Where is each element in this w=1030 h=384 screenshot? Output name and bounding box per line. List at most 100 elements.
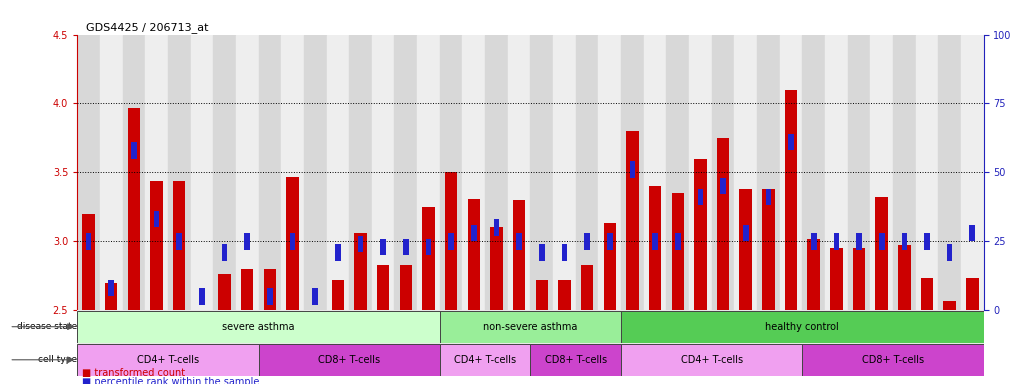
Text: CD4+ T-cells: CD4+ T-cells <box>137 355 199 365</box>
Bar <box>553 35 576 310</box>
Bar <box>720 178 726 194</box>
Bar <box>652 233 658 250</box>
Bar <box>471 225 477 241</box>
Bar <box>734 35 757 310</box>
Bar <box>848 35 870 310</box>
Text: CD4+ T-cells: CD4+ T-cells <box>454 355 516 365</box>
Bar <box>191 35 213 310</box>
Bar <box>173 180 185 310</box>
Bar <box>969 225 975 241</box>
Bar <box>417 35 440 310</box>
Bar <box>757 35 780 310</box>
Bar <box>629 161 636 178</box>
Bar <box>607 233 613 250</box>
Bar <box>440 344 530 376</box>
Text: ■ transformed count: ■ transformed count <box>82 368 185 378</box>
Bar <box>802 35 825 310</box>
Bar <box>335 244 341 261</box>
Text: healthy control: healthy control <box>765 322 839 332</box>
Bar <box>947 244 953 261</box>
Bar <box>259 35 281 310</box>
Bar <box>584 233 590 250</box>
Bar <box>898 245 911 310</box>
Bar <box>743 225 749 241</box>
Bar <box>508 35 530 310</box>
Bar <box>448 233 454 250</box>
Bar <box>286 177 299 310</box>
Text: CD4+ T-cells: CD4+ T-cells <box>681 355 743 365</box>
Text: cell type: cell type <box>38 355 77 364</box>
Bar <box>100 35 123 310</box>
Bar <box>893 35 916 310</box>
Bar <box>649 186 661 310</box>
Bar <box>218 274 231 310</box>
Bar <box>604 223 616 310</box>
Text: ■ percentile rank within the sample: ■ percentile rank within the sample <box>82 377 260 384</box>
Bar <box>621 344 802 376</box>
Bar <box>833 233 839 250</box>
Bar <box>712 35 734 310</box>
Bar <box>264 269 276 310</box>
Bar <box>82 214 95 310</box>
Bar <box>539 244 545 261</box>
Bar <box>830 248 843 310</box>
Bar <box>425 238 432 255</box>
Bar <box>921 278 933 310</box>
Bar <box>598 35 621 310</box>
Bar <box>77 311 440 343</box>
Bar <box>689 35 712 310</box>
Bar <box>349 35 372 310</box>
Bar <box>394 35 417 310</box>
Bar <box>281 35 304 310</box>
Bar <box>380 238 386 255</box>
Bar <box>811 233 817 250</box>
Text: CD8+ T-cells: CD8+ T-cells <box>318 355 380 365</box>
Bar <box>462 35 485 310</box>
Bar <box>150 180 163 310</box>
Bar <box>199 288 205 305</box>
Bar <box>440 311 621 343</box>
Bar <box>108 280 114 296</box>
Bar <box>168 35 191 310</box>
Bar <box>938 35 961 310</box>
Bar <box>675 233 681 250</box>
Bar <box>516 233 522 250</box>
Bar <box>403 238 409 255</box>
Bar <box>644 35 666 310</box>
Bar <box>357 236 364 252</box>
Text: CD8+ T-cells: CD8+ T-cells <box>862 355 924 365</box>
Bar <box>440 35 462 310</box>
Bar <box>267 288 273 305</box>
Bar <box>694 159 707 310</box>
Bar <box>765 189 771 205</box>
Bar <box>901 233 907 250</box>
Bar <box>561 244 568 261</box>
Bar <box>513 200 525 310</box>
Bar <box>77 344 259 376</box>
Bar <box>485 35 508 310</box>
Bar <box>372 35 394 310</box>
Bar <box>213 35 236 310</box>
Text: CD8+ T-cells: CD8+ T-cells <box>545 355 607 365</box>
Bar <box>400 265 412 310</box>
Bar <box>856 233 862 250</box>
Bar <box>530 35 553 310</box>
Bar <box>626 131 639 310</box>
Bar <box>666 35 689 310</box>
Bar <box>621 311 984 343</box>
Bar <box>145 35 168 310</box>
Bar <box>422 207 435 310</box>
Bar <box>785 90 797 310</box>
Bar <box>876 197 888 310</box>
Text: GDS4425 / 206713_at: GDS4425 / 206713_at <box>87 22 209 33</box>
Bar <box>327 35 349 310</box>
Bar <box>581 265 593 310</box>
Bar <box>530 344 621 376</box>
Bar <box>916 35 938 310</box>
Bar <box>961 35 984 310</box>
Bar <box>493 219 500 236</box>
Bar <box>259 344 440 376</box>
Bar <box>289 233 296 250</box>
Bar <box>244 233 250 250</box>
Bar <box>788 134 794 150</box>
